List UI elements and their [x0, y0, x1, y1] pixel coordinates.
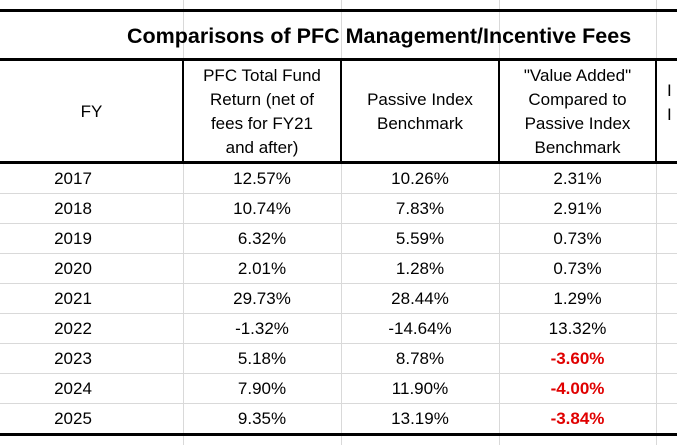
cell-pfc[interactable]: 9.35% [237, 409, 287, 428]
cell-value-added[interactable]: 0.73% [553, 259, 602, 278]
cell-fy[interactable]: 2019 [54, 229, 92, 248]
cell-value-added[interactable]: 2.31% [553, 169, 602, 188]
cell-fy[interactable]: 2017 [54, 169, 92, 188]
cell-fy[interactable]: 2021 [54, 289, 92, 308]
header-value-added[interactable]: "Value Added" Compared to Passive Index … [523, 65, 632, 157]
grid-line [0, 313, 677, 314]
cell-passive[interactable]: 8.78% [395, 349, 445, 368]
cell-pfc[interactable]: 10.74% [233, 199, 291, 218]
grid-line [499, 0, 500, 445]
cell-pfc[interactable]: 6.32% [237, 229, 287, 248]
cell-pfc[interactable]: -1.32% [235, 319, 289, 338]
sheet-title: Comparisons of PFC Management/Incentive … [127, 23, 632, 48]
header-divider [655, 61, 657, 162]
header-pfc-total-fund-return[interactable]: PFC Total Fund Return (net of fees for F… [203, 65, 321, 157]
cell-value-added[interactable]: 0.73% [553, 229, 602, 248]
header-border-top [0, 58, 677, 61]
grid-line [0, 343, 677, 344]
cell-fy[interactable]: 2025 [54, 409, 92, 428]
header-passive-index-benchmark[interactable]: Passive Index Benchmark [367, 89, 473, 133]
cell-fy[interactable]: 2022 [54, 319, 92, 338]
cell-value-added-negative[interactable]: -4.00% [550, 379, 605, 398]
header-divider [182, 61, 184, 162]
cell-value-added-negative[interactable]: -3.84% [550, 409, 605, 428]
cell-fy[interactable]: 2023 [54, 349, 92, 368]
cell-passive[interactable]: 1.28% [395, 259, 445, 278]
cell-passive[interactable]: 5.59% [395, 229, 445, 248]
cell-passive[interactable]: 7.83% [395, 199, 445, 218]
grid-line [0, 373, 677, 374]
header-divider [498, 61, 500, 162]
grid-line [0, 283, 677, 284]
table-border-bottom [0, 433, 677, 436]
cell-passive[interactable]: 13.19% [391, 409, 449, 428]
cell-value-added[interactable]: 2.91% [553, 199, 602, 218]
cell-pfc[interactable]: 29.73% [233, 289, 291, 308]
grid-line [341, 0, 342, 445]
header-cut-column[interactable]: I I [667, 80, 672, 124]
grid-line [0, 193, 677, 194]
cell-pfc[interactable]: 12.57% [233, 169, 291, 188]
table-border-top [0, 9, 677, 12]
header-border-bottom [0, 161, 677, 164]
cell-pfc[interactable]: 5.18% [237, 349, 287, 368]
cell-fy[interactable]: 2020 [54, 259, 92, 278]
grid-line [0, 403, 677, 404]
cell-value-added[interactable]: 1.29% [553, 289, 602, 308]
cell-pfc[interactable]: 2.01% [237, 259, 287, 278]
cell-pfc[interactable]: 7.90% [237, 379, 287, 398]
grid-line [0, 253, 677, 254]
cell-passive[interactable]: 28.44% [391, 289, 449, 308]
grid-line [183, 0, 184, 445]
cell-passive[interactable]: -14.64% [388, 319, 452, 338]
cell-passive[interactable]: 10.26% [391, 169, 449, 188]
header-divider [340, 61, 342, 162]
cell-passive[interactable]: 11.90% [391, 379, 449, 398]
grid-line [0, 223, 677, 224]
header-fy[interactable]: FY [80, 101, 103, 121]
cell-fy[interactable]: 2024 [54, 379, 92, 398]
cell-value-added-negative[interactable]: -3.60% [550, 349, 605, 368]
cell-value-added[interactable]: 13.32% [548, 319, 607, 338]
grid-line [656, 0, 657, 445]
cell-fy[interactable]: 2018 [54, 199, 92, 218]
